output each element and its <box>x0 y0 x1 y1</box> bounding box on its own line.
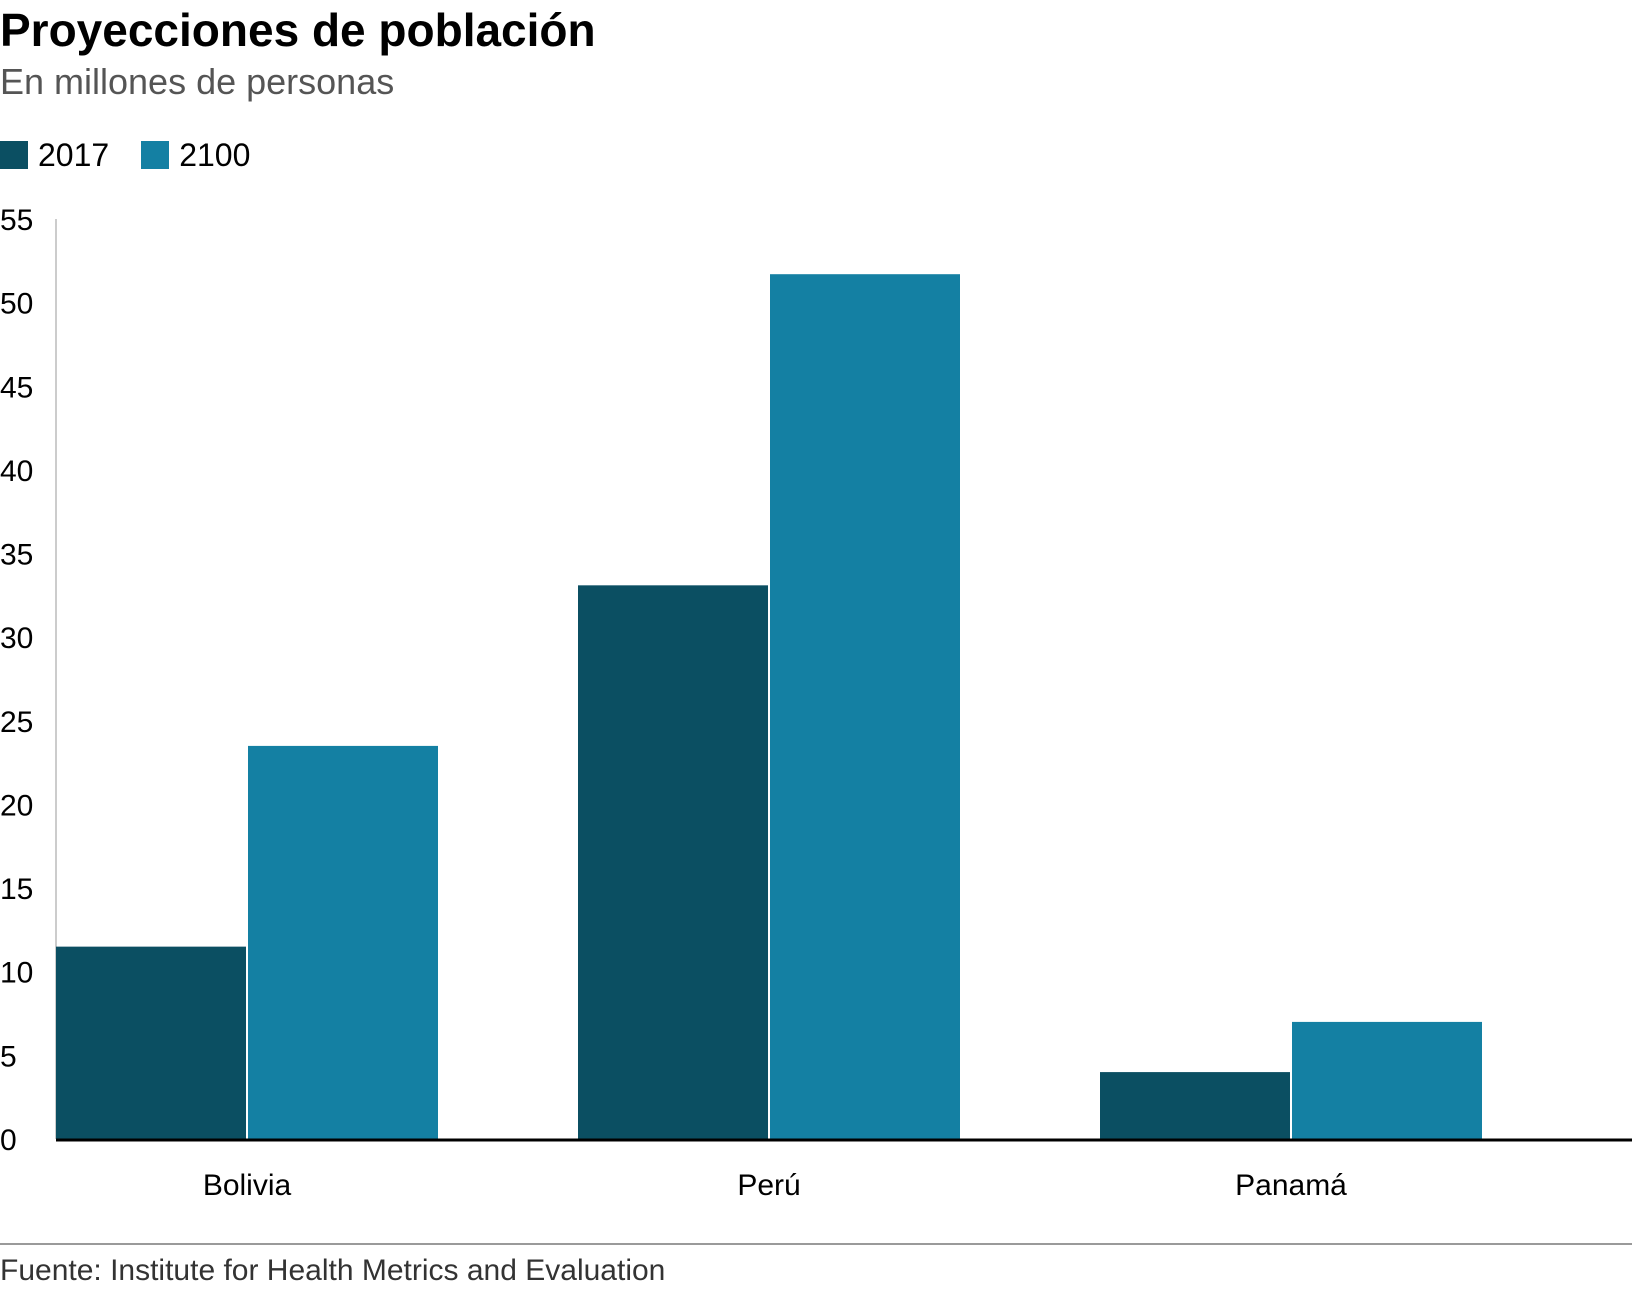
legend-label-2100: 2100 <box>179 136 251 173</box>
y-tick-label-50: 50 <box>0 288 33 321</box>
y-tick-label-25: 25 <box>0 706 33 739</box>
legend-swatch-2100 <box>141 141 170 169</box>
y-tick-label-0: 0 <box>0 1124 17 1157</box>
legend-label-2017: 2017 <box>38 136 110 173</box>
chart-title: Proyecciones de población <box>0 4 596 56</box>
y-tick-label-55: 55 <box>0 204 33 237</box>
bar-panamá-2017 <box>1100 1072 1290 1139</box>
bar-perú-2017 <box>578 585 768 1139</box>
y-tick-label-15: 15 <box>0 873 33 906</box>
source-note: Fuente: Institute for Health Metrics and… <box>0 1254 666 1287</box>
bar-panamá-2100 <box>1292 1021 1482 1139</box>
legend-item-2100: 2100 <box>141 137 250 174</box>
x-tick-label-0: Bolivia <box>203 1169 292 1202</box>
y-tick-label-40: 40 <box>0 455 33 488</box>
y-tick-label-45: 45 <box>0 371 33 404</box>
y-tick-label-20: 20 <box>0 789 33 822</box>
x-tick-label-2: Panamá <box>1235 1169 1347 1202</box>
y-tick-label-10: 10 <box>0 957 33 990</box>
x-tick-label-1: Perú <box>737 1169 800 1202</box>
y-tick-label-35: 35 <box>0 539 33 572</box>
legend-swatch-2017 <box>0 141 28 169</box>
legend-item-2017: 2017 <box>0 137 109 174</box>
footer-divider <box>0 1243 1632 1245</box>
y-tick-label-5: 5 <box>0 1040 17 1073</box>
legend: 2017 2100 <box>0 133 282 177</box>
chart-subtitle: En millones de personas <box>0 61 395 102</box>
y-tick-label-30: 30 <box>0 622 33 655</box>
bar-perú-2100 <box>770 274 960 1139</box>
bar-bolivia-2100 <box>248 745 438 1139</box>
bar-bolivia-2017 <box>56 946 246 1139</box>
bar-chart: 0 5 10 15 20 25 30 35 40 45 50 55 Bolivia Perú Panamá <box>0 204 1632 1202</box>
